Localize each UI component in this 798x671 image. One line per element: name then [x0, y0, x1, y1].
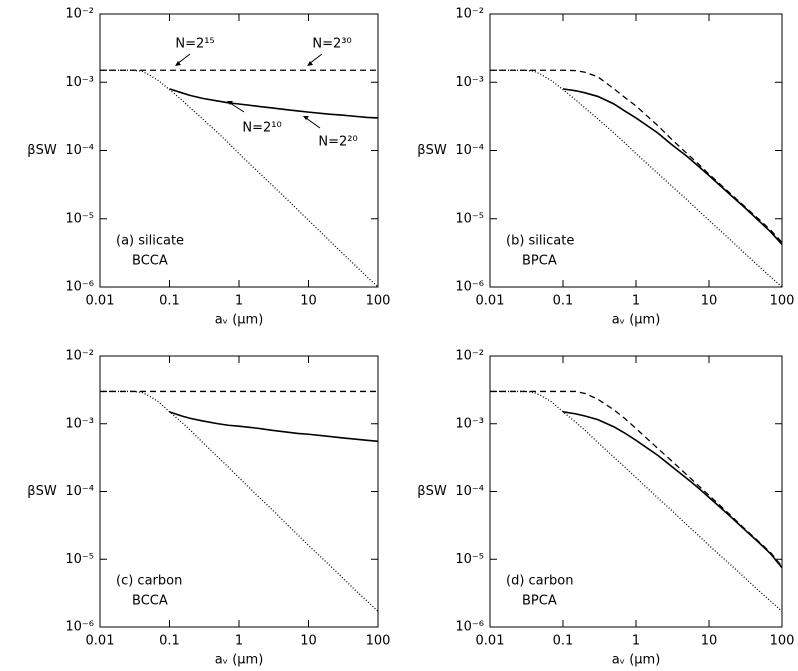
x-tick-label: 1 [235, 634, 243, 649]
x-tick-label: 10 [701, 294, 718, 309]
x-tick-label: 0.1 [553, 294, 574, 309]
y-tick-label: 10⁻⁴ [455, 484, 484, 499]
x-axis-label: aᵥ (μm) [612, 653, 661, 668]
series-line [490, 69, 783, 243]
y-axis-label: βSW [417, 484, 447, 499]
series-line [169, 88, 379, 119]
panel-label: (d) carbon [506, 574, 573, 589]
annotation-arrows [175, 53, 323, 129]
series-line [490, 69, 783, 288]
series-line [562, 411, 783, 569]
x-tick-label: 0.1 [159, 634, 180, 649]
panel: 10⁻² 10⁻³ 10⁻⁴ 10⁻⁵ 10⁻⁶0.01 0.1 1 10 100 aᵥ (μm)… [27, 349, 390, 668]
y-tick-label: 10⁻² [455, 7, 484, 22]
x-tick-label: 0.01 [86, 634, 115, 649]
y-tick-label: 10⁻² [65, 7, 94, 22]
x-tick-label: 0.01 [476, 634, 505, 649]
y-tick-label: 10⁻³ [455, 416, 484, 431]
panel-label: BPCA [522, 254, 557, 269]
y-axis-label: βSW [27, 143, 57, 158]
annotation: N=2¹⁰ [242, 121, 281, 136]
x-tick-label: 1 [235, 294, 243, 309]
x-tick-label: 100 [770, 634, 795, 649]
y-tick-label: 10⁻³ [65, 416, 94, 431]
y-tick-label: 10⁻⁶ [65, 280, 94, 295]
y-tick-label: 10⁻⁶ [455, 280, 484, 295]
series-line [100, 69, 379, 288]
annotation: N=2³⁰ [312, 37, 351, 52]
y-tick-label: 10⁻⁵ [455, 552, 484, 567]
x-tick-label: 0.01 [476, 294, 505, 309]
x-tick-label: 0.1 [159, 294, 180, 309]
series-line [490, 390, 783, 567]
arrow [176, 53, 191, 65]
panel: 10⁻² 10⁻³ 10⁻⁴ 10⁻⁵ 10⁻⁶0.01 0.1 1 10 100 aᵥ (μm)… [417, 7, 794, 328]
y-tick-label: 10⁻⁵ [455, 211, 484, 226]
arrow [305, 117, 321, 129]
y-tick-label: 10⁻⁶ [455, 620, 484, 635]
panel-label: BCCA [132, 594, 168, 609]
arrowhead [307, 61, 313, 66]
y-tick-label: 10⁻⁴ [65, 143, 94, 158]
series-line [169, 411, 379, 443]
x-axis-label: aᵥ (μm) [215, 653, 264, 668]
arrowhead [227, 101, 233, 105]
x-tick-label: 10 [300, 634, 317, 649]
annotation: N=2²⁰ [318, 135, 357, 150]
panel: 10⁻² 10⁻³ 10⁻⁴ 10⁻⁵ 10⁻⁶0.01 0.1 1 10 100 aᵥ (μm)… [27, 7, 390, 328]
panel-label: BPCA [522, 594, 557, 609]
arrow [308, 53, 323, 65]
x-tick-label: 100 [770, 294, 795, 309]
series-line [562, 88, 783, 245]
x-axis-label: aᵥ (μm) [612, 313, 661, 328]
y-tick-label: 10⁻⁵ [65, 211, 94, 226]
y-tick-label: 10⁻³ [65, 75, 94, 90]
x-tick-label: 100 [366, 294, 391, 309]
x-axis-label: aᵥ (μm) [215, 313, 264, 328]
y-tick-label: 10⁻⁵ [65, 552, 94, 567]
y-axis-label: βSW [417, 143, 447, 158]
y-tick-label: 10⁻² [65, 349, 94, 364]
arrow [229, 102, 245, 113]
y-tick-label: 10⁻⁴ [455, 143, 484, 158]
x-tick-label: 100 [366, 634, 391, 649]
y-tick-label: 10⁻⁴ [65, 484, 94, 499]
x-tick-label: 10 [300, 294, 317, 309]
arrowhead [175, 61, 181, 66]
x-tick-label: 1 [632, 634, 640, 649]
x-tick-label: 0.01 [86, 294, 115, 309]
y-tick-label: 10⁻² [455, 349, 484, 364]
x-tick-label: 1 [632, 294, 640, 309]
y-tick-label: 10⁻³ [455, 75, 484, 90]
panel-label: (c) carbon [116, 574, 182, 589]
series-line [100, 390, 379, 612]
panel-label: (a) silicate [116, 234, 184, 249]
series-line [490, 390, 783, 612]
panel-label: (b) silicate [506, 234, 574, 249]
x-tick-label: 0.1 [553, 634, 574, 649]
annotation: N=2¹⁵ [175, 37, 214, 52]
panel: 10⁻² 10⁻³ 10⁻⁴ 10⁻⁵ 10⁻⁶0.01 0.1 1 10 100 aᵥ (μm)… [417, 349, 794, 668]
x-tick-label: 10 [701, 634, 718, 649]
arrowhead [303, 116, 309, 120]
y-tick-label: 10⁻⁶ [65, 620, 94, 635]
y-axis-label: βSW [27, 484, 57, 499]
panel-label: BCCA [132, 254, 168, 269]
